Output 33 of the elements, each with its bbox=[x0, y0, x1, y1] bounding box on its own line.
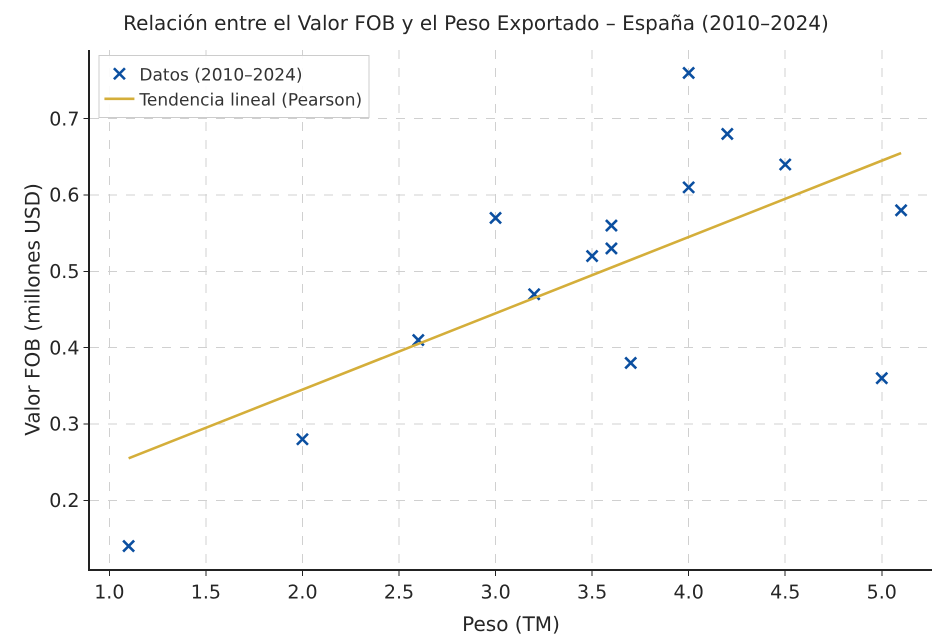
x-tick-label: 4.0 bbox=[674, 582, 704, 604]
point bbox=[682, 180, 696, 194]
point bbox=[874, 371, 889, 385]
x-axis-title: Peso (TM) bbox=[462, 612, 560, 636]
x-tick-label: 1.0 bbox=[94, 582, 124, 604]
x-tick-label: 1.5 bbox=[190, 582, 221, 604]
x-tick-label: 3.0 bbox=[480, 582, 511, 604]
x-tick-label: 2.5 bbox=[384, 582, 414, 604]
point bbox=[585, 249, 599, 263]
y-tick-label: 0.3 bbox=[49, 414, 80, 436]
legend-label: Tendencia lineal (Pearson) bbox=[138, 90, 362, 110]
point bbox=[604, 218, 618, 232]
point bbox=[604, 242, 618, 256]
point bbox=[296, 432, 310, 446]
y-tick-label: 0.6 bbox=[49, 184, 80, 207]
point bbox=[778, 158, 792, 172]
point bbox=[682, 66, 696, 80]
y-tick-label: 0.2 bbox=[49, 490, 80, 512]
legend-label: Datos (2010–2024) bbox=[139, 65, 303, 86]
x-tick-label: 4.5 bbox=[770, 582, 800, 604]
point bbox=[122, 539, 136, 553]
point bbox=[624, 356, 638, 370]
y-tick-label: 0.4 bbox=[49, 337, 80, 360]
x-tick-label: 5.0 bbox=[866, 582, 897, 604]
y-axis-title: Valor FOB (millones USD) bbox=[20, 183, 44, 436]
point bbox=[488, 211, 502, 225]
y-tick-label: 0.5 bbox=[49, 260, 80, 283]
x-tick-label: 2.0 bbox=[287, 582, 318, 604]
point bbox=[720, 127, 734, 141]
x-tick-label: 3.5 bbox=[577, 582, 608, 604]
point bbox=[894, 203, 908, 218]
y-tick-label: 0.7 bbox=[49, 108, 80, 130]
chart-title: Relación entre el Valor FOB y el Peso Exportado – España (2010–2024) bbox=[123, 10, 829, 35]
